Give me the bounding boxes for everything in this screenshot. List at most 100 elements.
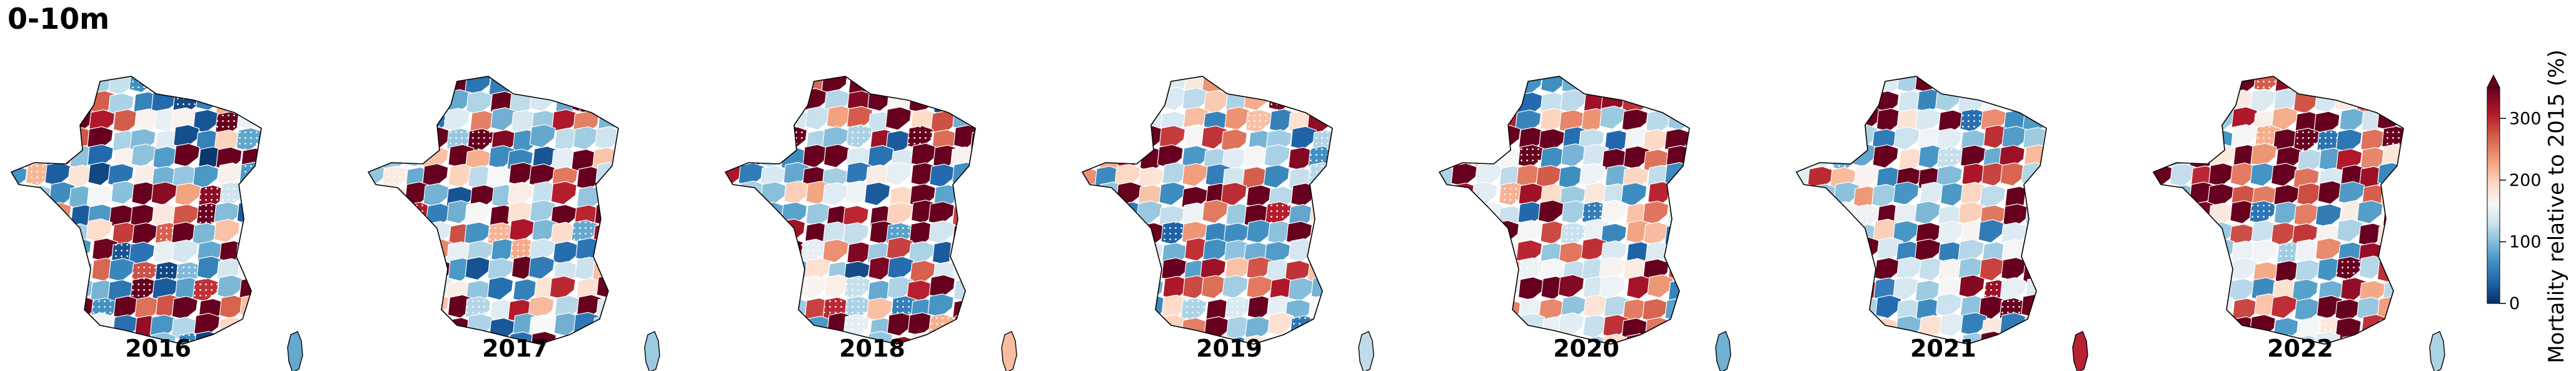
department-region [1439, 259, 1459, 283]
department-region [1331, 258, 1332, 282]
significance-hatch [2358, 355, 2383, 371]
significance-hatch [262, 297, 288, 320]
department-region [972, 332, 975, 344]
department-region [758, 278, 785, 303]
department-region [1688, 279, 1689, 303]
department-region [910, 350, 936, 371]
department-region [725, 261, 747, 285]
department-region [404, 317, 431, 342]
department-region [256, 200, 261, 225]
department-region [594, 335, 618, 344]
department-region [1082, 257, 1100, 282]
department-region [2382, 331, 2403, 344]
significance-hatch [1853, 204, 1879, 228]
department-region [1439, 241, 1459, 266]
department-region [2315, 237, 2342, 262]
department-region [928, 201, 955, 225]
department-region [2336, 218, 2363, 243]
department-region [1518, 313, 1546, 337]
department-region [2379, 76, 2403, 96]
department-region [1222, 275, 1249, 299]
significance-hatch [11, 313, 33, 337]
department-region [1896, 257, 1923, 281]
department-region [950, 333, 975, 344]
department-region [1159, 181, 1185, 206]
department-region [1807, 205, 1834, 230]
department-region [11, 106, 29, 131]
department-region [738, 180, 765, 205]
department-region [1224, 76, 1251, 97]
department-region [725, 201, 746, 226]
department-region [1333, 200, 1359, 223]
france-outline [367, 76, 619, 345]
department-region [2166, 240, 2193, 264]
department-region [380, 312, 407, 336]
department-region [1811, 295, 1838, 320]
department-region [1475, 162, 1502, 186]
department-region [614, 280, 618, 305]
department-region [2399, 293, 2403, 318]
significance-hatch [845, 296, 871, 320]
department-region [1517, 277, 1545, 301]
department-region [1663, 88, 1689, 113]
department-region [1796, 107, 1814, 131]
significance-hatch [971, 91, 975, 114]
department-region [1520, 352, 1546, 371]
department-region [887, 201, 913, 226]
significance-hatch [571, 89, 598, 113]
department-region [423, 183, 450, 207]
department-region [1979, 185, 2006, 209]
department-region [1329, 218, 1332, 242]
department-region [1796, 241, 1813, 267]
department-region [11, 240, 33, 265]
department-region [1958, 239, 1985, 263]
department-region [1439, 278, 1459, 303]
department-region [1331, 330, 1332, 344]
department-region [262, 297, 288, 320]
department-region [933, 355, 959, 371]
department-region [1560, 89, 1587, 114]
significance-hatch [11, 76, 33, 98]
department-region [11, 280, 28, 305]
department-region [953, 181, 975, 205]
department-region [401, 125, 428, 150]
department-region [2398, 162, 2403, 186]
department-region [1202, 200, 1229, 224]
department-region [1117, 87, 1144, 112]
department-region [1268, 76, 1296, 94]
department-region [236, 92, 261, 116]
department-region [1796, 224, 1817, 248]
department-region [1874, 352, 1900, 371]
department-region [2170, 331, 2197, 344]
department-region [2166, 262, 2193, 286]
department-region [1980, 76, 2007, 98]
department-region [2153, 278, 2173, 303]
department-region [1263, 164, 1290, 189]
department-region [725, 317, 745, 342]
department-region [1516, 76, 1543, 96]
figure-title: 0-10m [8, 2, 109, 36]
department-region [1690, 89, 1716, 113]
department-region [508, 218, 536, 243]
significance-hatch [511, 76, 538, 92]
significance-hatch [2024, 183, 2046, 207]
department-region [1094, 315, 1121, 340]
department-region [1872, 144, 1899, 169]
panel-year-label: 2022 [2267, 335, 2333, 362]
department-region [974, 204, 975, 228]
department-region [2043, 203, 2046, 228]
department-region [2166, 315, 2193, 340]
department-region [425, 356, 450, 371]
department-region [2270, 163, 2298, 187]
department-region [48, 316, 75, 340]
department-region [23, 76, 50, 94]
department-region [760, 330, 787, 344]
department-region [742, 278, 768, 302]
department-region [725, 241, 746, 265]
department-region [400, 91, 427, 116]
significance-hatch [215, 111, 241, 135]
department-region [239, 76, 261, 96]
department-region [259, 148, 261, 173]
department-region [86, 218, 113, 243]
department-region [1583, 76, 1611, 93]
